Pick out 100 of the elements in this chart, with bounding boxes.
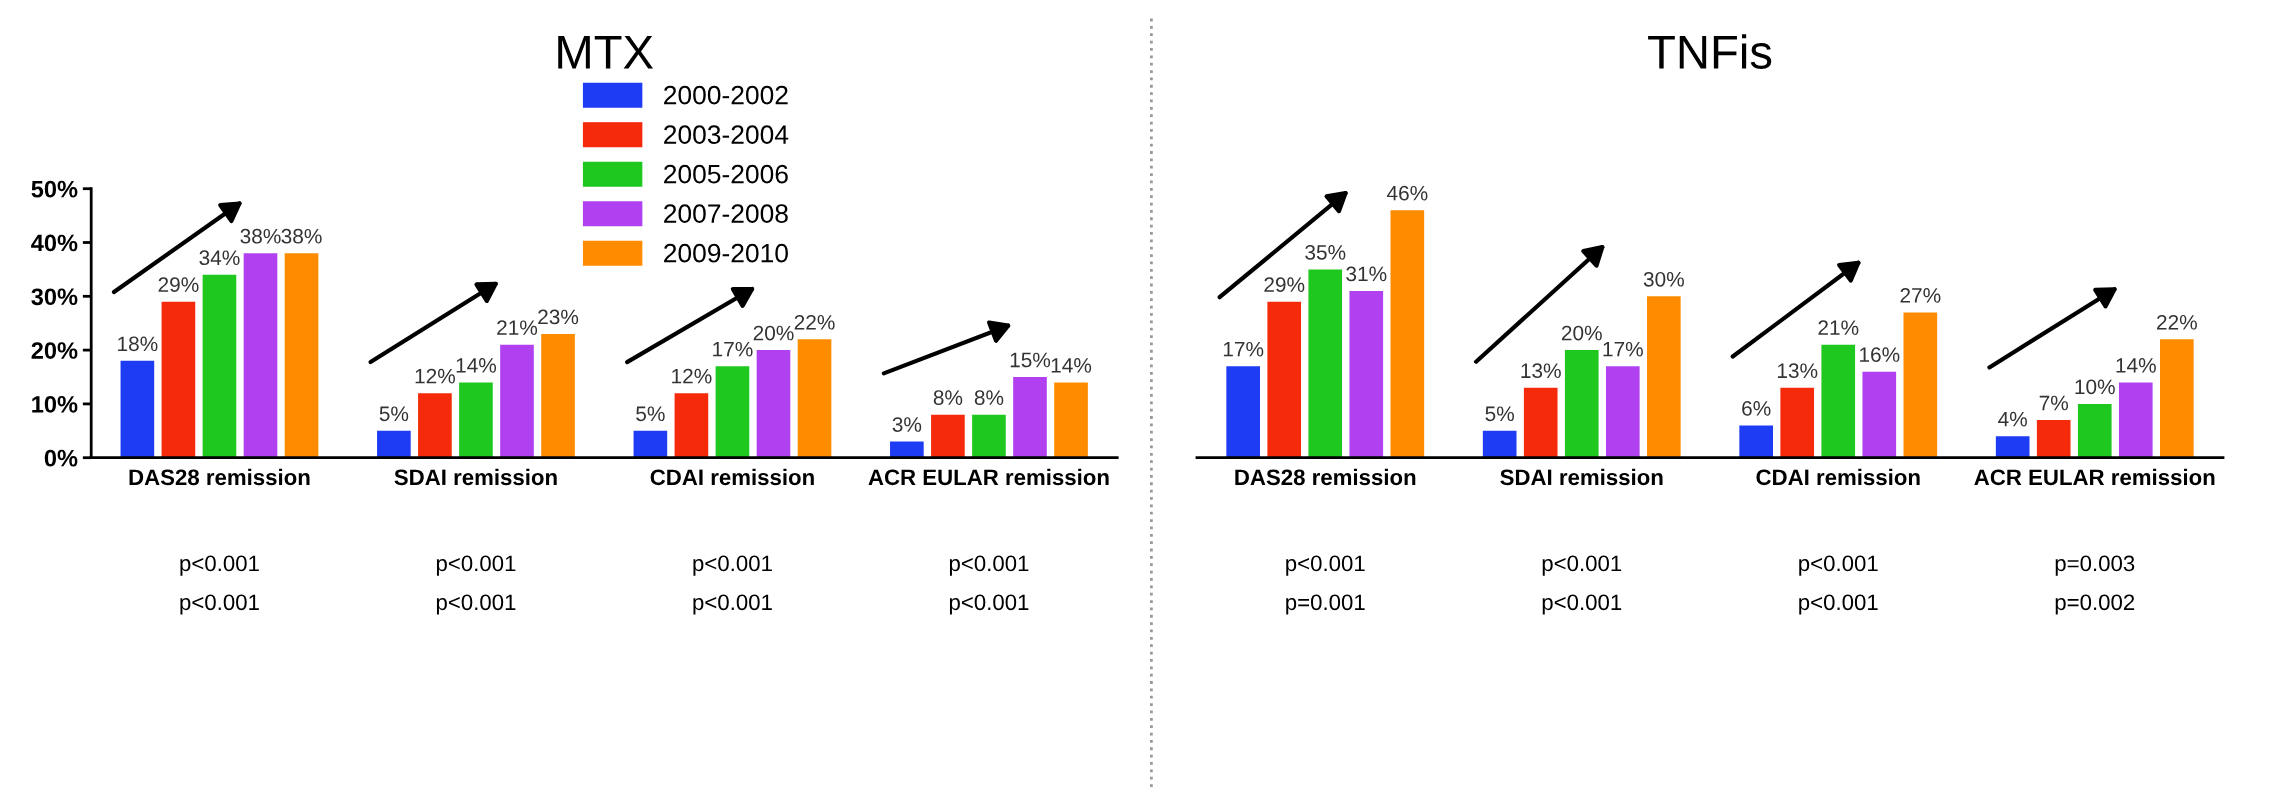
x-tick-label: CDAI remission [650,468,814,486]
data-label: 30% [1643,271,1684,287]
bar [1349,290,1384,458]
x-tick-label: DAS28 remission [1235,468,1416,486]
data-label: 31% [1346,266,1387,282]
bar [1903,312,1938,458]
bar [674,393,709,458]
data-label: 8% [933,390,963,405]
bar [1605,366,1640,458]
bar [1647,296,1681,458]
bar [541,333,575,458]
x-tick-label: CDAI remission [1756,468,1920,486]
data-label: 21% [497,320,538,335]
data-label: 13% [1777,363,1818,379]
legend-label: 2003-2004 [664,125,789,144]
text: p<0.001 [1542,555,1622,576]
x-tick-label: ACR EULAR remission [1974,468,2215,486]
bar [2077,403,2112,458]
bar [1821,344,1856,458]
data-label: 20% [753,325,794,341]
bar [1482,430,1517,458]
text: p<0.001 [693,594,772,615]
text: p=0.002 [2055,594,2135,615]
data-label: 6% [1742,401,1771,416]
x-tick-label: SDAI remission [394,468,557,486]
data-label: 5% [379,406,409,422]
data-label: 14% [2116,358,2156,373]
text: p<0.001 [180,594,259,615]
data-label: 29% [158,277,199,293]
bar [500,344,534,458]
bar [284,253,319,458]
data-label: 15% [1010,352,1051,368]
data-label: 29% [1264,277,1305,293]
bar [202,274,237,458]
text: p<0.001 [180,555,259,576]
bar [715,366,750,458]
bar [797,339,832,458]
text: p<0.001 [949,594,1029,615]
data-label: 7% [2039,395,2069,411]
data-label: 27% [1900,288,1941,303]
text: p<0.001 [436,555,516,576]
x-tick-label: ACR EULAR remission [868,468,1109,486]
y-tick-label: 40% [31,234,78,252]
data-label: 12% [672,368,712,384]
bar [1013,377,1047,458]
bar [756,350,791,458]
y-tick-label: 0% [44,449,78,467]
chart-title: MTX [558,35,654,69]
data-label: 18% [118,336,158,352]
y-tick-label: 50% [31,180,78,198]
y-tick-label: 10% [32,395,78,413]
x-tick-label: DAS28 remission [129,468,310,486]
bar [1308,269,1343,458]
legend-label: 2000-2002 [664,85,788,105]
bar [1054,382,1088,458]
data-label: 10% [2075,379,2115,395]
bar [120,360,155,458]
bar [2118,382,2153,458]
bar [418,393,452,458]
bar [1226,366,1260,458]
data-label: 21% [1818,320,1859,335]
bar [2160,339,2194,458]
data-label: 34% [199,250,240,266]
data-label: 4% [1998,411,2027,427]
bar [1523,387,1558,458]
data-label: 38% [240,228,281,244]
bar [161,301,196,458]
bar [243,253,278,458]
bar [459,382,493,458]
data-label: 14% [1051,358,1092,373]
bar [1739,425,1773,458]
data-label: 38% [281,228,322,244]
text: p<0.001 [693,555,772,576]
bar [1780,387,1815,458]
text: p<0.001 [1799,594,1878,615]
bar [2036,420,2071,458]
data-label: 17% [1603,341,1643,357]
bar [377,430,411,458]
bar [1995,436,2030,458]
legend-label: 2005-2006 [664,164,788,184]
text: p<0.001 [436,594,516,615]
data-label: 8% [974,390,1004,405]
data-label: 17% [713,341,753,357]
text: p<0.001 [949,555,1029,576]
data-label: 23% [538,309,579,325]
data-label: 35% [1305,244,1346,260]
bar [1267,301,1302,458]
y-tick-label: 20% [31,342,78,359]
text: p<0.001 [1286,555,1365,576]
text: p<0.001 [1542,594,1622,615]
data-label: 16% [1860,347,1900,362]
bar [1564,350,1599,458]
data-label: 5% [1485,406,1514,422]
y-tick-label: 30% [31,288,78,306]
data-label: 46% [1386,185,1428,201]
data-label: 22% [2157,314,2197,330]
legend-label: 2007-2008 [664,204,788,223]
x-tick-label: SDAI remission [1500,468,1663,486]
data-label: 22% [794,314,835,330]
data-label: 3% [892,417,922,432]
